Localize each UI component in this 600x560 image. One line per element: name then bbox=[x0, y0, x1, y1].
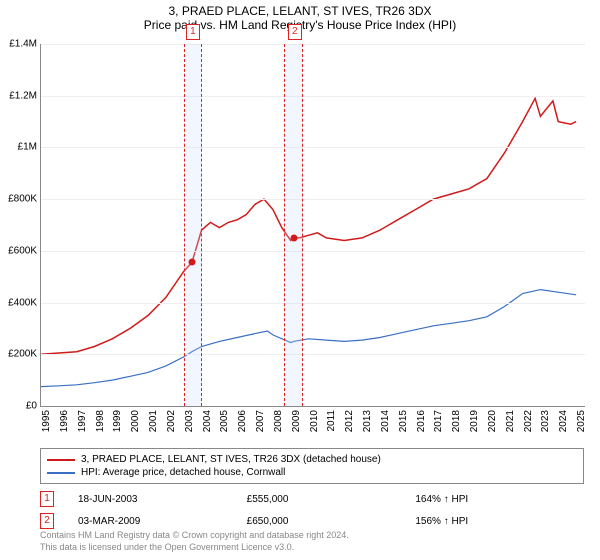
event-price: £650,000 bbox=[247, 516, 416, 527]
series-property bbox=[41, 98, 576, 354]
gridline-h bbox=[41, 199, 585, 200]
x-tick-label: 2025 bbox=[576, 410, 587, 432]
event-vs-hpi: 164% ↑ HPI bbox=[415, 494, 584, 505]
x-tick-label: 2013 bbox=[362, 410, 373, 432]
x-tick-label: 2002 bbox=[166, 410, 177, 432]
y-tick-label: £1.2M bbox=[9, 90, 41, 101]
x-tick-label: 2018 bbox=[451, 410, 462, 432]
y-tick-label: £800K bbox=[8, 194, 41, 205]
x-tick-label: 2024 bbox=[558, 410, 569, 432]
x-tick-label: 1996 bbox=[59, 410, 70, 432]
event-label-box: 2 bbox=[288, 24, 302, 40]
legend-item: 3, PRAED PLACE, LELANT, ST IVES, TR26 3D… bbox=[47, 453, 577, 466]
event-row: 2 03-MAR-2009£650,000156% ↑ HPI bbox=[40, 510, 584, 532]
event-band bbox=[184, 44, 202, 406]
y-tick-label: £600K bbox=[8, 245, 41, 256]
x-tick-label: 2007 bbox=[255, 410, 266, 432]
gridline-h bbox=[41, 44, 585, 45]
event-id-box: 2 bbox=[40, 513, 54, 529]
gridline-h bbox=[41, 303, 585, 304]
x-tick-label: 2000 bbox=[130, 410, 141, 432]
gridline-h bbox=[41, 251, 585, 252]
y-tick-label: £0 bbox=[26, 401, 41, 412]
legend-label: HPI: Average price, detached house, Corn… bbox=[81, 467, 285, 478]
x-tick-label: 2008 bbox=[273, 410, 284, 432]
series-hpi bbox=[41, 290, 576, 387]
plot-area: £0£200K£400K£600K£800K£1M£1.2M£1.4M19951… bbox=[40, 44, 585, 407]
event-id-box: 1 bbox=[40, 491, 54, 507]
x-tick-label: 2003 bbox=[184, 410, 195, 432]
footer-line-1: Contains HM Land Registry data © Crown c… bbox=[40, 530, 349, 542]
legend-swatch bbox=[47, 459, 75, 461]
x-tick-label: 2006 bbox=[237, 410, 248, 432]
gridline-h bbox=[41, 147, 585, 148]
x-tick-label: 2017 bbox=[433, 410, 444, 432]
footer: Contains HM Land Registry data © Crown c… bbox=[40, 530, 349, 553]
x-tick-label: 2016 bbox=[416, 410, 427, 432]
footer-line-2: This data is licensed under the Open Gov… bbox=[40, 542, 349, 554]
x-tick-label: 2021 bbox=[505, 410, 516, 432]
price-dot bbox=[290, 234, 297, 241]
x-tick-label: 1995 bbox=[41, 410, 52, 432]
chart-title: 3, PRAED PLACE, LELANT, ST IVES, TR26 3D… bbox=[0, 0, 600, 18]
x-tick-label: 1998 bbox=[95, 410, 106, 432]
price-dot bbox=[188, 259, 195, 266]
x-tick-label: 2015 bbox=[398, 410, 409, 432]
event-vs-hpi: 156% ↑ HPI bbox=[415, 516, 584, 527]
x-tick-label: 2005 bbox=[219, 410, 230, 432]
x-tick-label: 2014 bbox=[380, 410, 391, 432]
y-tick-label: £400K bbox=[8, 297, 41, 308]
gridline-h bbox=[41, 96, 585, 97]
event-row: 1 18-JUN-2003£555,000164% ↑ HPI bbox=[40, 488, 584, 510]
x-tick-label: 1997 bbox=[77, 410, 88, 432]
event-price: £555,000 bbox=[247, 494, 416, 505]
event-band bbox=[284, 44, 304, 406]
x-tick-label: 2009 bbox=[291, 410, 302, 432]
series-lines bbox=[41, 44, 585, 406]
y-tick-label: £1M bbox=[18, 142, 41, 153]
x-tick-label: 1999 bbox=[112, 410, 123, 432]
x-tick-label: 2010 bbox=[309, 410, 320, 432]
legend-label: 3, PRAED PLACE, LELANT, ST IVES, TR26 3D… bbox=[81, 454, 381, 465]
event-date: 03-MAR-2009 bbox=[78, 516, 247, 527]
x-tick-label: 2023 bbox=[540, 410, 551, 432]
y-tick-label: £200K bbox=[8, 349, 41, 360]
x-tick-label: 2011 bbox=[326, 410, 337, 432]
x-tick-label: 2022 bbox=[523, 410, 534, 432]
x-tick-label: 2004 bbox=[202, 410, 213, 432]
x-tick-label: 2020 bbox=[487, 410, 498, 432]
event-date: 18-JUN-2003 bbox=[78, 494, 247, 505]
legend: 3, PRAED PLACE, LELANT, ST IVES, TR26 3D… bbox=[40, 448, 584, 484]
events-table: 1 18-JUN-2003£555,000164% ↑ HPI 2 03-MAR-20… bbox=[40, 488, 584, 532]
event-label-box: 1 bbox=[186, 24, 200, 40]
y-tick-label: £1.4M bbox=[9, 39, 41, 50]
legend-swatch bbox=[47, 472, 75, 474]
legend-item: HPI: Average price, detached house, Corn… bbox=[47, 466, 577, 479]
x-tick-label: 2019 bbox=[469, 410, 480, 432]
x-tick-label: 2012 bbox=[344, 410, 355, 432]
chart-container: 3, PRAED PLACE, LELANT, ST IVES, TR26 3D… bbox=[0, 0, 600, 560]
x-tick-label: 2001 bbox=[148, 410, 159, 432]
gridline-h bbox=[41, 354, 585, 355]
